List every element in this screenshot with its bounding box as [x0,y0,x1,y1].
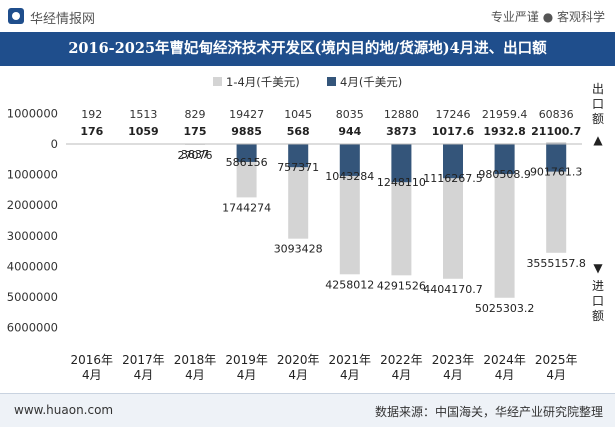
data-label-monthly-import: 586156 [226,156,268,169]
import-down-arrow-icon: ▼ [593,261,603,275]
bar-cumulative-export [546,142,567,144]
data-source: 数据来源：中国海关，华经产业研究院整理 [374,405,603,419]
data-label-monthly-import: 1248110 [377,176,426,189]
data-label-monthly-export: 1932.8 [483,125,525,138]
footer: www.huaon.com 数据来源：中国海关，华经产业研究院整理 [0,393,615,427]
data-label-cumulative-import: 4258012 [325,278,374,291]
data-label-cumulative-export: 1513 [129,108,157,121]
side-label-export-char: 出 [592,82,604,96]
x-category-label: 2025年 4月 [535,353,578,382]
top-bar: 华经情报网 专业严谨 ● 客观科学 [0,0,615,32]
brand-logo-icon [8,8,24,24]
chart-area: 1-4月(千美元) 4月(千美元) 1000000 0 1000000 2000000 30… [7,75,604,382]
data-label-cumulative-import: 1744274 [222,201,271,214]
x-category-label: 2018年 4月 [174,353,217,382]
side-label-export-char: 口 [592,97,604,111]
legend-label-cumulative: 1-4月(千美元) [226,75,300,89]
x-category-label: 2021年 4月 [329,353,372,382]
x-category-label: 2016年 4月 [71,353,114,382]
x-category-label: 2023年 4月 [432,353,475,382]
bar-cumulative-import [494,144,515,298]
data-label-cumulative-import: 4291526 [377,279,426,292]
x-category-label: 2020年 4月 [277,353,320,382]
data-label-cumulative-import: 3555157.8 [526,257,586,270]
data-label-cumulative-export: 829 [185,108,206,121]
y-tick-label: 2000000 [7,198,58,212]
legend-label-monthly: 4月(千美元) [340,75,402,89]
side-label-import-char: 进 [592,279,604,293]
y-tick-label: 0 [51,137,58,151]
y-tick-label: 1000000 [7,168,58,182]
x-category-label: 2024年 4月 [483,353,526,382]
bar-monthly-import [494,144,515,175]
data-label-cumulative-export: 60836 [539,108,574,121]
data-label-monthly-export: 944 [338,125,361,138]
bar-cumulative-import [288,144,309,239]
export-up-arrow-icon: ▲ [593,133,603,147]
data-label-cumulative-export: 19427 [229,108,264,121]
side-label-import-char: 额 [592,309,604,323]
chart-title: 2016-2025年曹妃甸经济技术开发区(境内目的地/货源地)4月进、出口额 [68,40,547,57]
bar-monthly-import [391,144,412,183]
data-label-cumulative-import: 27076 [178,149,213,162]
data-label-monthly-export: 1059 [128,125,159,138]
x-category-label: 2019年 4月 [225,353,268,382]
bar-monthly-import [443,144,463,179]
data-label-cumulative-import: 4404170.7 [423,283,483,296]
y-tick-label: 5000000 [7,290,58,304]
bar-monthly-import [236,144,257,162]
data-label-monthly-import: 3837 [181,148,209,161]
brand-name: 华经情报网 [30,12,96,27]
data-label-monthly-import: 901761.3 [530,166,583,179]
data-label-monthly-import: 980508.9 [478,168,531,181]
site-url: www.huaon.com [14,403,114,417]
data-label-monthly-import: 1043284 [325,170,374,183]
bar-monthly-import [339,144,360,176]
y-tick-label: 3000000 [7,229,58,243]
legend-swatch-monthly [327,77,336,86]
data-label-monthly-export: 21100.7 [531,125,581,138]
x-category-label: 2022年 4月 [380,353,423,382]
title-bar: 2016-2025年曹妃甸经济技术开发区(境内目的地/货源地)4月进、出口额 [0,32,615,66]
slogan: 专业严谨 ● 客观科学 [490,10,605,24]
bar-monthly-import [546,144,567,172]
data-label-cumulative-export: 1045 [284,108,312,121]
data-label-monthly-export: 568 [287,125,310,138]
data-label-monthly-export: 9885 [231,125,262,138]
bar-monthly-import [288,144,309,168]
data-label-cumulative-export: 21959.4 [482,108,528,121]
x-category-label: 2017年 4月 [122,353,165,382]
side-label-export-char: 额 [592,112,604,126]
legend-swatch-cumulative [213,77,222,86]
data-label-cumulative-export: 12880 [384,108,419,121]
y-tick-label: 6000000 [7,321,58,335]
data-label-monthly-export: 176 [80,125,103,138]
side-label-import-char: 口 [592,294,604,308]
data-label-cumulative-import: 5025303.2 [475,302,535,315]
data-label-monthly-export: 1017.6 [432,125,475,138]
data-label-monthly-import: 1116267.5 [423,172,483,185]
bar-cumulative-import [339,144,360,275]
data-label-cumulative-export: 192 [81,108,102,121]
data-label-monthly-export: 3873 [386,125,417,138]
y-tick-label: 1000000 [7,106,58,120]
data-label-monthly-import: 757371 [277,161,319,174]
data-label-cumulative-export: 8035 [336,108,364,121]
y-tick-label: 4000000 [7,259,58,273]
data-label-monthly-export: 175 [184,125,207,138]
data-label-cumulative-export: 17246 [436,108,471,121]
data-label-cumulative-import: 3093428 [274,243,323,256]
